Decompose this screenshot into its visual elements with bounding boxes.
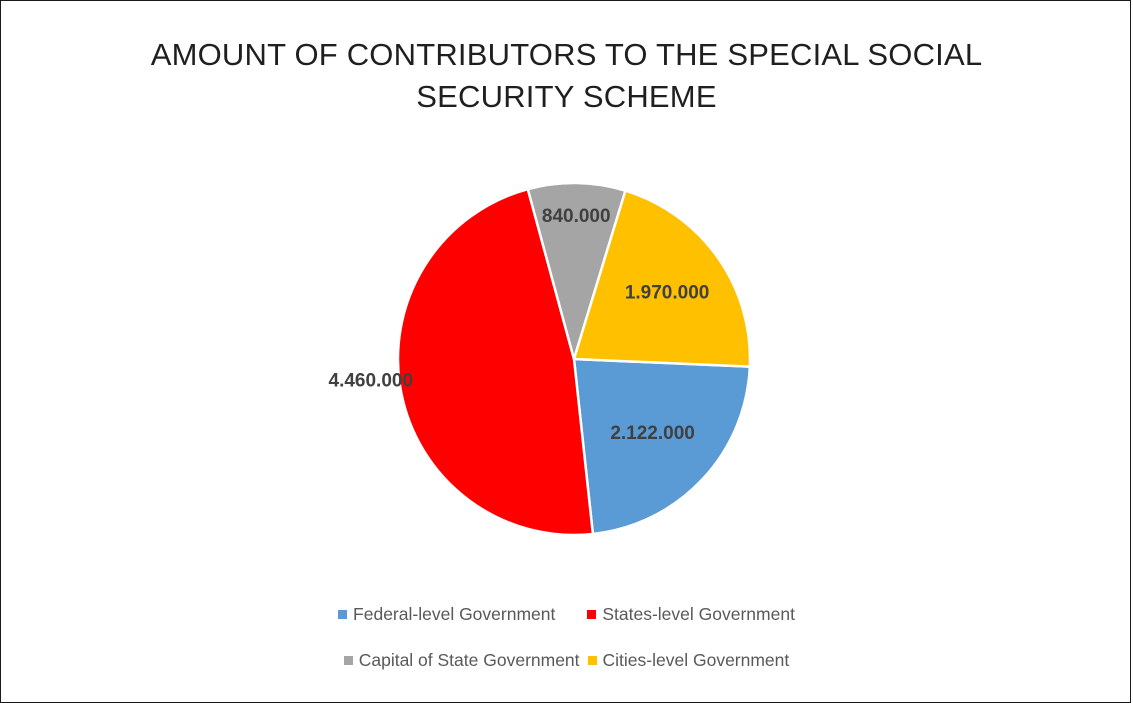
chart-title: AMOUNT OF CONTRIBUTORS TO THE SPECIAL SO… [0,34,1133,118]
pie-slice-cities-level-government [572,189,752,368]
data-label-cities-level-government: 1.970.000 [625,283,710,304]
data-label-federal-level-government: 2.122.000 [610,423,695,444]
pie-slices [396,181,752,537]
legend-label-cities: Cities-level Government [602,650,790,670]
legend-item-federal: Federal-level Government [338,604,555,625]
legend-swatch-cities [587,656,597,665]
data-label-capital-of-state-government: 840.000 [542,206,611,227]
legend-label-federal: Federal-level Government [353,604,556,624]
pie-slice-states-level-government [396,187,595,537]
chart-title-line-1: AMOUNT OF CONTRIBUTORS TO THE SPECIAL SO… [150,37,983,72]
legend-label-capital: Capital of State Government [358,650,580,670]
pie-slice-federal-level-government [572,357,752,536]
pie-slice-capital-of-state-government [526,181,627,361]
legend-swatch-capital [343,656,353,665]
data-label-states-level-government: 4.460.000 [329,371,414,392]
legend-row-2: Capital of State Government Cities-level… [0,650,1133,671]
legend-item-capital: Capital of State Government [343,650,580,671]
legend-swatch-states [587,610,597,619]
legend-item-states: States-level Government [587,604,795,625]
legend-swatch-federal [338,610,348,619]
legend-item-cities: Cities-level Government [587,650,790,671]
legend-label-states: States-level Government [602,604,795,624]
legend-row-1: Federal-level Government States-level Go… [0,604,1133,625]
chart-title-line-2: SECURITY SCHEME [416,79,717,114]
pie-data-labels: 2.122.000 4.460.000 840.000 1.970.000 [329,206,710,444]
